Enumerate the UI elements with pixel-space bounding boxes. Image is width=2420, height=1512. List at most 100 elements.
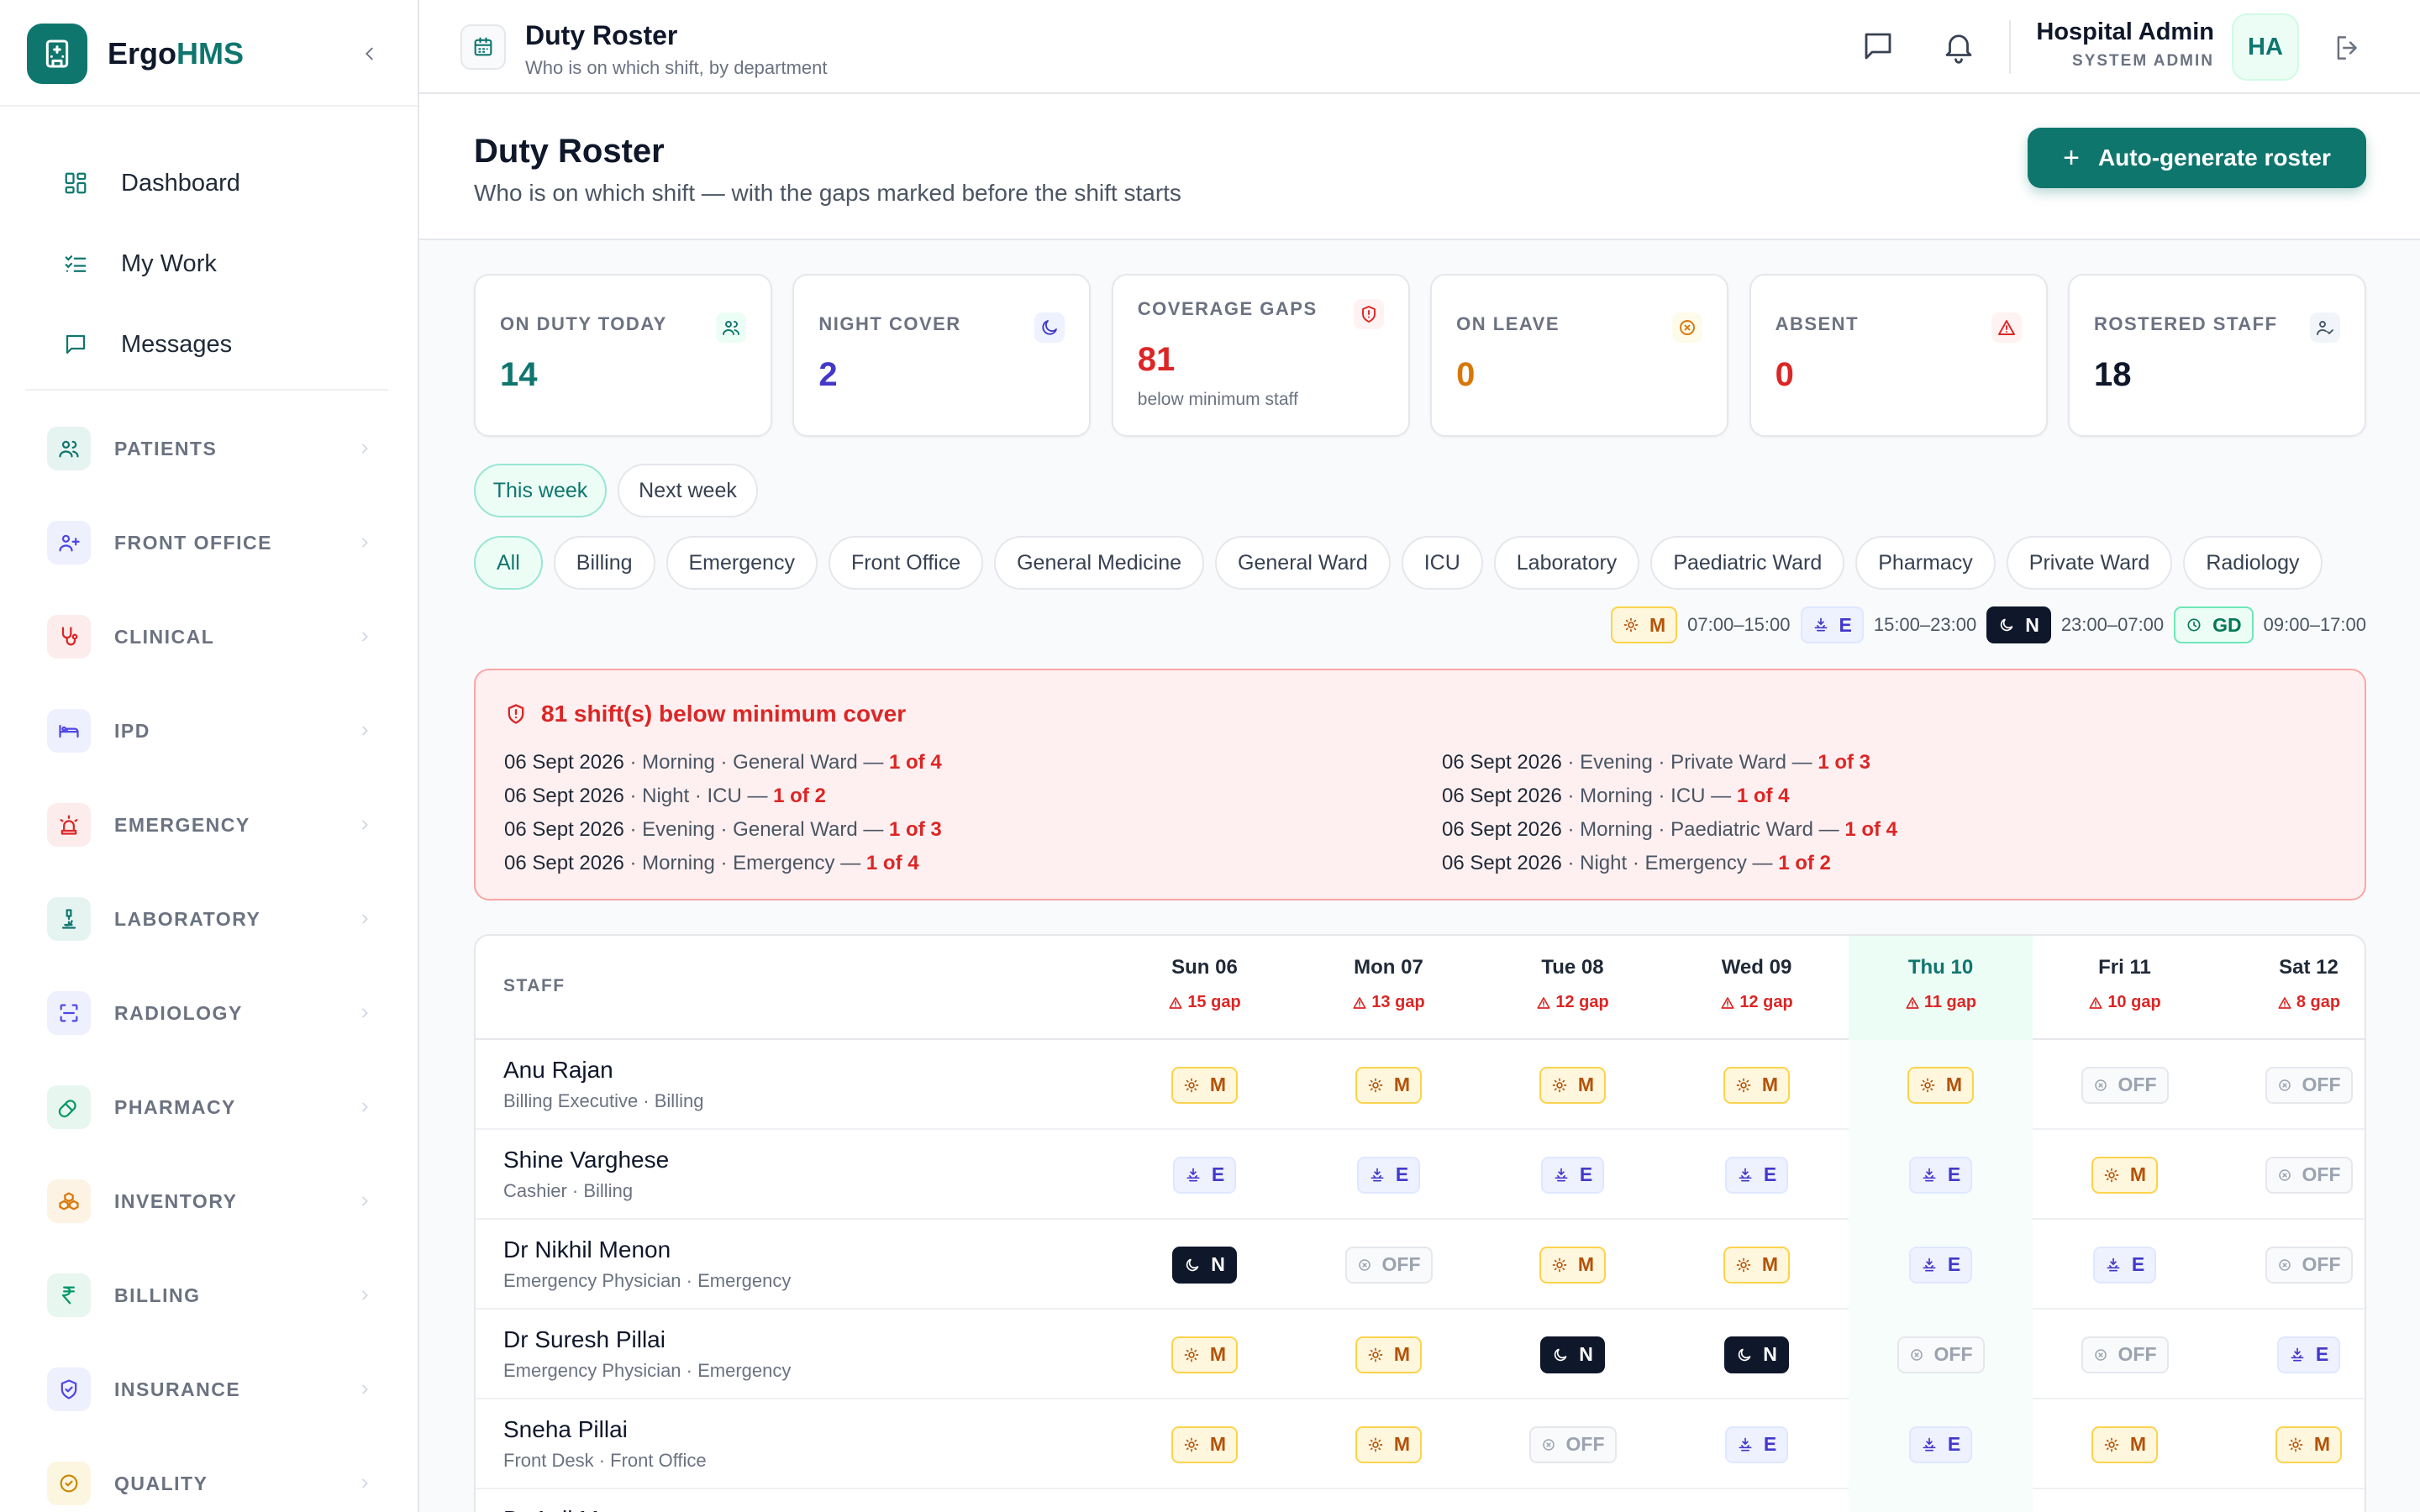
stat-label: ON DUTY TODAY	[500, 313, 667, 334]
nav-item-dashboard[interactable]: Dashboard	[59, 143, 240, 223]
avatar[interactable]: HA	[2232, 13, 2299, 81]
shift-badge-off[interactable]: OFF	[2081, 1066, 2169, 1104]
nav-group-quality[interactable]: QUALITY	[47, 1436, 375, 1512]
brand[interactable]: ErgoHMS	[27, 24, 244, 84]
module-nav: PATIENTS FRONT OFFICE CLINICAL IPD EMERGENCY…	[47, 402, 375, 1512]
shift-badge-evening[interactable]: E	[2092, 1246, 2157, 1284]
nav-item-my-work[interactable]: My Work	[59, 223, 240, 304]
nav-group-laboratory[interactable]: LABORATORY	[47, 872, 375, 966]
warning-icon	[1536, 995, 1555, 1011]
shift-badge-off[interactable]: OFF	[1528, 1425, 1617, 1463]
dept-filter-pharmacy[interactable]: Pharmacy	[1855, 536, 1996, 590]
shift-cell: N	[1665, 1310, 1849, 1399]
gap-text: 15 gap	[1187, 993, 1241, 1011]
shift-badge-evening[interactable]: E	[1908, 1156, 1973, 1194]
staff-name[interactable]: Anu Rajan	[503, 1057, 613, 1083]
collapse-sidebar-icon[interactable]	[355, 39, 385, 69]
shift-badge-off[interactable]: OFF	[1897, 1336, 1985, 1373]
shift-badge-morning[interactable]: M	[1171, 1336, 1239, 1373]
staff-name[interactable]: Dr Nikhil Menon	[503, 1236, 671, 1263]
shift-badge-off[interactable]: OFF	[1344, 1246, 1433, 1284]
shift-badge-morning[interactable]: M	[1171, 1066, 1239, 1104]
auto-generate-roster-button[interactable]: + Auto-generate roster	[2028, 128, 2366, 188]
sun-icon	[1551, 1257, 1573, 1273]
nav-group-ipd[interactable]: IPD	[47, 684, 375, 778]
shift-badge-morning[interactable]: M	[1907, 1066, 1975, 1104]
roster-header: STAFF Sun 06 15 gap Mon 07 13 gap Tue 08 12 g…	[476, 936, 2365, 1040]
shift-badge-evening[interactable]: E	[1724, 1156, 1789, 1194]
shift-badge-morning[interactable]: M	[2091, 1156, 2159, 1194]
stat-value: 0	[1456, 356, 1476, 393]
nav-group-label: PHARMACY	[114, 1095, 236, 1118]
chat-icon[interactable]	[1860, 29, 1896, 64]
shift-badge-off[interactable]: OFF	[2265, 1246, 2353, 1284]
shift-badge-night[interactable]: N	[1724, 1336, 1789, 1373]
dept-filter-paediatric-ward[interactable]: Paediatric Ward	[1650, 536, 1845, 590]
staff-name[interactable]: Shine Varghese	[503, 1147, 670, 1173]
day-label: Fri 11	[2098, 956, 2151, 979]
sun-icon	[2103, 1436, 2125, 1453]
nav-group-billing[interactable]: BILLING	[47, 1248, 375, 1342]
staff-name[interactable]: Dr Suresh Pillai	[503, 1326, 666, 1352]
staff-role: Front Desk · Front Office	[503, 1450, 707, 1471]
shift-badge-morning[interactable]: M	[1355, 1336, 1423, 1373]
logout-icon[interactable]	[2332, 32, 2364, 64]
department-filters: All Billing Emergency Front Office General M…	[474, 536, 2333, 590]
nav-group-radiology[interactable]: RADIOLOGY	[47, 966, 375, 1060]
day-column-header: Sat 12 8 gap	[2217, 936, 2365, 1040]
nav-group-front-office[interactable]: FRONT OFFICE	[47, 496, 375, 590]
gap-text: 12 gap	[1555, 993, 1609, 1011]
shift-badge-morning[interactable]: M	[1723, 1246, 1791, 1284]
dept-filter-laboratory[interactable]: Laboratory	[1493, 536, 1640, 590]
shift-cell: E	[2033, 1220, 2217, 1310]
shift-badge-evening[interactable]: E	[1172, 1156, 1237, 1194]
primary-nav: Dashboard My Work Messages	[59, 143, 240, 385]
dept-filter-all[interactable]: All	[474, 536, 543, 590]
dept-filter-radiology[interactable]: Radiology	[2183, 536, 2323, 590]
shift-badge-evening[interactable]: E	[1908, 1246, 1973, 1284]
shift-badge-off[interactable]: OFF	[2081, 1336, 2169, 1373]
staff-name[interactable]: Sneha Pillai	[503, 1416, 628, 1442]
shift-badge-evening[interactable]: E	[2276, 1336, 2341, 1373]
dept-filter-general-medicine[interactable]: General Medicine	[994, 536, 1205, 590]
checklist-icon	[59, 247, 92, 281]
moon-icon	[1184, 1257, 1206, 1273]
nav-group-insurance[interactable]: INSURANCE	[47, 1342, 375, 1436]
day-column-header: Tue 08 12 gap	[1481, 936, 1665, 1040]
dept-filter-private-ward[interactable]: Private Ward	[2006, 536, 2173, 590]
sun-icon	[1919, 1077, 1941, 1094]
stat-card-night-cover: NIGHT COVER 2	[792, 274, 1092, 437]
shift-badge-night[interactable]: N	[1172, 1246, 1237, 1284]
shift-badge-morning[interactable]: M	[1539, 1246, 1607, 1284]
shift-badge-off[interactable]: OFF	[2265, 1066, 2353, 1104]
shift-badge-off[interactable]: OFF	[2265, 1156, 2353, 1194]
shift-badge-morning[interactable]: M	[1723, 1066, 1791, 1104]
dept-filter-billing[interactable]: Billing	[553, 536, 655, 590]
staff-name[interactable]: Dr Anil M	[503, 1506, 599, 1512]
shift-badge-evening[interactable]: E	[1724, 1425, 1789, 1463]
dept-filter-icu[interactable]: ICU	[1401, 536, 1483, 590]
tab-next-week[interactable]: Next week	[618, 464, 758, 517]
bell-icon[interactable]	[1941, 29, 1976, 64]
nav-group-emergency[interactable]: EMERGENCY	[47, 778, 375, 872]
shift-badge-morning[interactable]: M	[1539, 1066, 1607, 1104]
shift-badge-morning[interactable]: M	[1355, 1066, 1423, 1104]
nav-item-messages[interactable]: Messages	[59, 304, 240, 385]
nav-group-clinical[interactable]: CLINICAL	[47, 590, 375, 684]
nav-group-pharmacy[interactable]: PHARMACY	[47, 1060, 375, 1154]
tab-this-week[interactable]: This week	[474, 464, 607, 517]
shift-badge-morning[interactable]: M	[2275, 1425, 2343, 1463]
sunset-icon	[1921, 1257, 1943, 1273]
shift-badge-evening[interactable]: E	[1908, 1425, 1973, 1463]
dept-filter-emergency[interactable]: Emergency	[666, 536, 818, 590]
shift-badge-morning[interactable]: M	[1171, 1425, 1239, 1463]
nav-group-patients[interactable]: PATIENTS	[47, 402, 375, 496]
nav-group-inventory[interactable]: INVENTORY	[47, 1154, 375, 1248]
dept-filter-front-office[interactable]: Front Office	[828, 536, 984, 590]
shift-badge-morning[interactable]: M	[1355, 1425, 1423, 1463]
shift-badge-night[interactable]: N	[1540, 1336, 1605, 1373]
shift-badge-morning[interactable]: M	[2091, 1425, 2159, 1463]
shift-badge-evening[interactable]: E	[1540, 1156, 1605, 1194]
shift-badge-evening[interactable]: E	[1356, 1156, 1421, 1194]
dept-filter-general-ward[interactable]: General Ward	[1215, 536, 1391, 590]
